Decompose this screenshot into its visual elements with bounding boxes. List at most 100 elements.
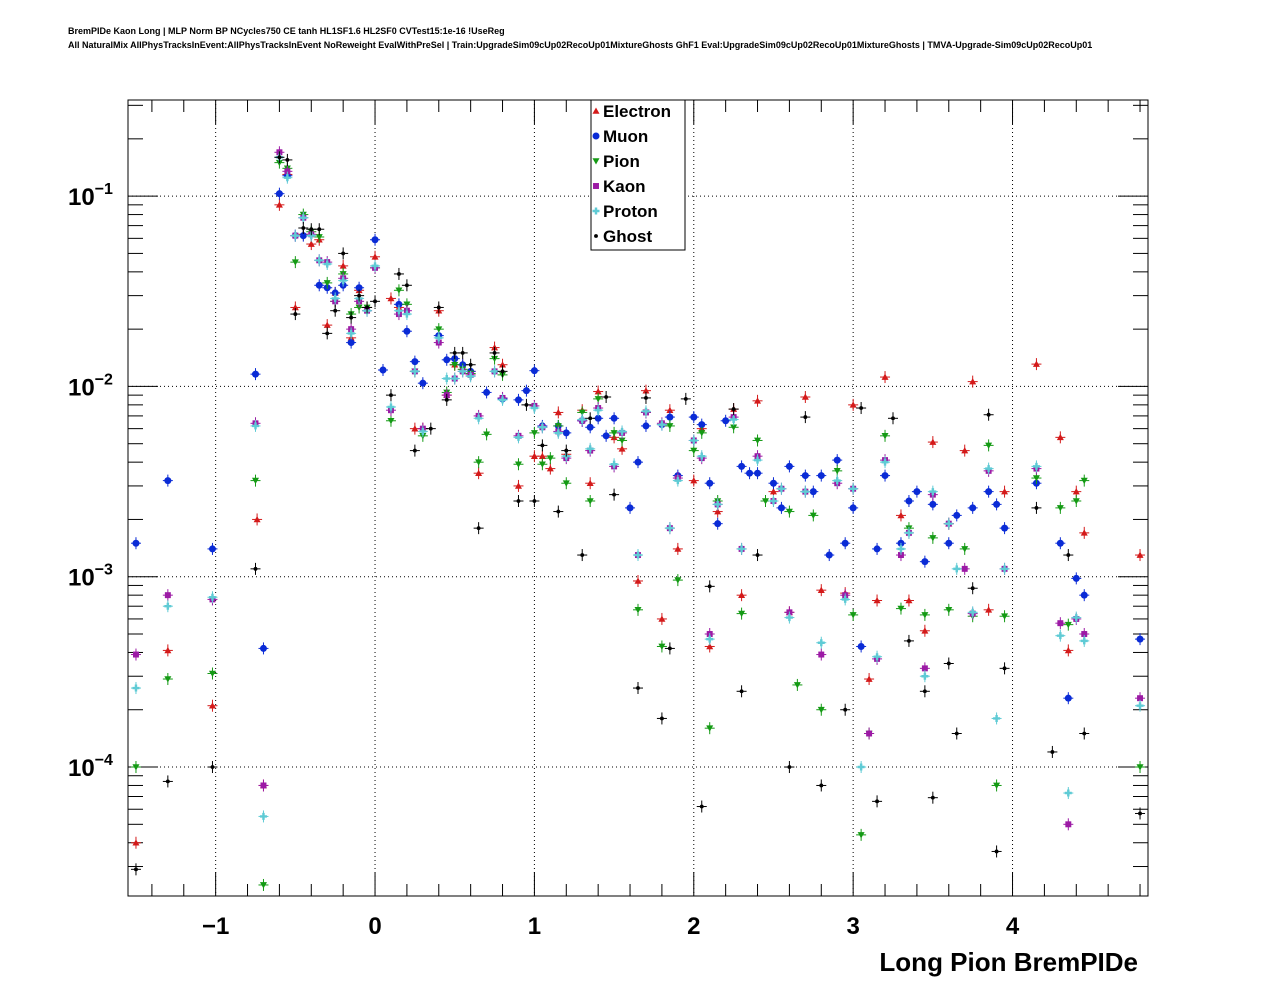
data-point-muon — [849, 504, 857, 512]
data-point-pion — [530, 430, 538, 437]
data-point-ghost — [907, 638, 911, 643]
data-point-proton — [905, 529, 913, 537]
data-point-pion — [730, 424, 738, 431]
data-point-ghost — [922, 689, 927, 694]
legend-label-ghost: Ghost — [603, 227, 652, 246]
data-point-electron — [849, 401, 857, 408]
data-point-pion — [435, 326, 443, 333]
data-point-proton — [993, 714, 1001, 722]
data-point-electron — [1032, 360, 1040, 367]
data-point-muon — [905, 497, 913, 505]
data-point-electron — [554, 408, 562, 416]
data-point-pion — [252, 477, 259, 485]
data-point-kaon — [1065, 821, 1072, 828]
legend-label-pion: Pion — [603, 152, 640, 171]
data-point-ghost — [994, 849, 999, 854]
data-point-pion — [483, 431, 491, 438]
data-point-electron — [873, 596, 881, 604]
data-point-ghost — [397, 272, 401, 276]
data-point-ghost — [436, 305, 441, 310]
data-point-proton — [730, 416, 738, 424]
data-point-ghost — [954, 731, 959, 736]
data-point-proton — [1072, 614, 1080, 622]
data-point-kaon — [897, 552, 904, 559]
legend-label-muon: Muon — [603, 127, 648, 146]
data-point-electron — [387, 294, 395, 302]
data-point-ghost — [349, 315, 354, 320]
data-point-ghost — [444, 397, 449, 402]
data-point-ghost — [803, 415, 808, 420]
x-tick-label: −1 — [202, 913, 229, 940]
data-point-pion — [658, 643, 666, 650]
data-point-muon — [969, 504, 977, 512]
data-point-muon — [913, 488, 921, 496]
y-tick-labels: 10−110−210−310−4 — [68, 181, 113, 782]
y-tick-exponent: −3 — [95, 562, 113, 579]
series-pion — [130, 156, 1146, 891]
legend-label-kaon: Kaon — [603, 177, 646, 196]
data-point-proton — [594, 406, 602, 414]
data-point-proton — [499, 396, 507, 404]
data-point-ghost — [1138, 811, 1142, 816]
data-point-proton — [1056, 632, 1064, 640]
data-point-muon — [395, 300, 403, 308]
y-tick-base: 10 — [68, 565, 95, 592]
data-point-pion — [538, 461, 546, 468]
data-point-proton — [945, 520, 953, 528]
data-point-ghost — [365, 305, 369, 310]
data-point-proton — [395, 307, 403, 315]
series-ghost — [130, 151, 1146, 876]
data-point-muon — [602, 432, 610, 440]
data-point-ghost — [285, 157, 290, 162]
data-point-ghost — [134, 867, 138, 872]
data-point-ghost — [659, 716, 664, 721]
data-point-muon — [371, 236, 379, 244]
data-point-electron — [706, 642, 714, 650]
data-point-pion — [1001, 613, 1009, 620]
data-point-proton — [714, 500, 722, 508]
data-point-ghost — [357, 293, 362, 298]
data-point-pion — [491, 355, 499, 363]
data-point-electron — [921, 627, 929, 634]
data-point-pion — [594, 396, 602, 403]
data-point-pion — [993, 782, 1001, 789]
data-point-muon — [1064, 694, 1072, 702]
data-point-proton — [817, 639, 825, 647]
data-point-pion — [738, 610, 746, 618]
data-point-pion — [1072, 498, 1080, 505]
data-point-pion — [132, 764, 140, 771]
data-point-muon — [379, 366, 387, 374]
data-point-pion — [562, 480, 570, 487]
y-tick-exponent: −1 — [95, 181, 113, 198]
data-point-kaon — [1137, 695, 1144, 702]
y-tick-base: 10 — [68, 374, 95, 401]
data-point-ghost — [428, 426, 433, 431]
data-point-ghost — [875, 799, 879, 804]
data-point-electron — [642, 387, 650, 394]
data-point-pion — [259, 882, 267, 889]
data-point-muon — [857, 642, 865, 650]
data-point-proton — [403, 310, 411, 318]
data-point-pion — [208, 670, 216, 678]
data-point-ghost — [819, 783, 824, 788]
data-point-pion — [618, 437, 626, 444]
data-point-ghost — [731, 407, 736, 412]
data-point-proton — [259, 812, 267, 820]
data-point-pion — [546, 455, 554, 462]
data-point-pion — [395, 287, 403, 294]
data-point-muon — [825, 551, 833, 559]
data-point-ghost — [389, 393, 393, 398]
data-point-pion — [762, 498, 769, 505]
x-axis-label: Long Pion BremPIDe — [879, 947, 1138, 977]
data-point-ghost — [946, 661, 951, 666]
data-point-muon — [530, 367, 538, 375]
data-point-ghost — [404, 283, 409, 288]
data-point-ghost — [739, 689, 744, 694]
data-point-proton — [785, 614, 793, 622]
data-point-ghost — [460, 350, 465, 355]
data-point-muon — [833, 456, 841, 464]
data-point-kaon — [132, 651, 139, 658]
data-point-pion — [785, 508, 793, 516]
data-point-proton — [299, 214, 307, 222]
data-point-electron — [1001, 488, 1009, 495]
